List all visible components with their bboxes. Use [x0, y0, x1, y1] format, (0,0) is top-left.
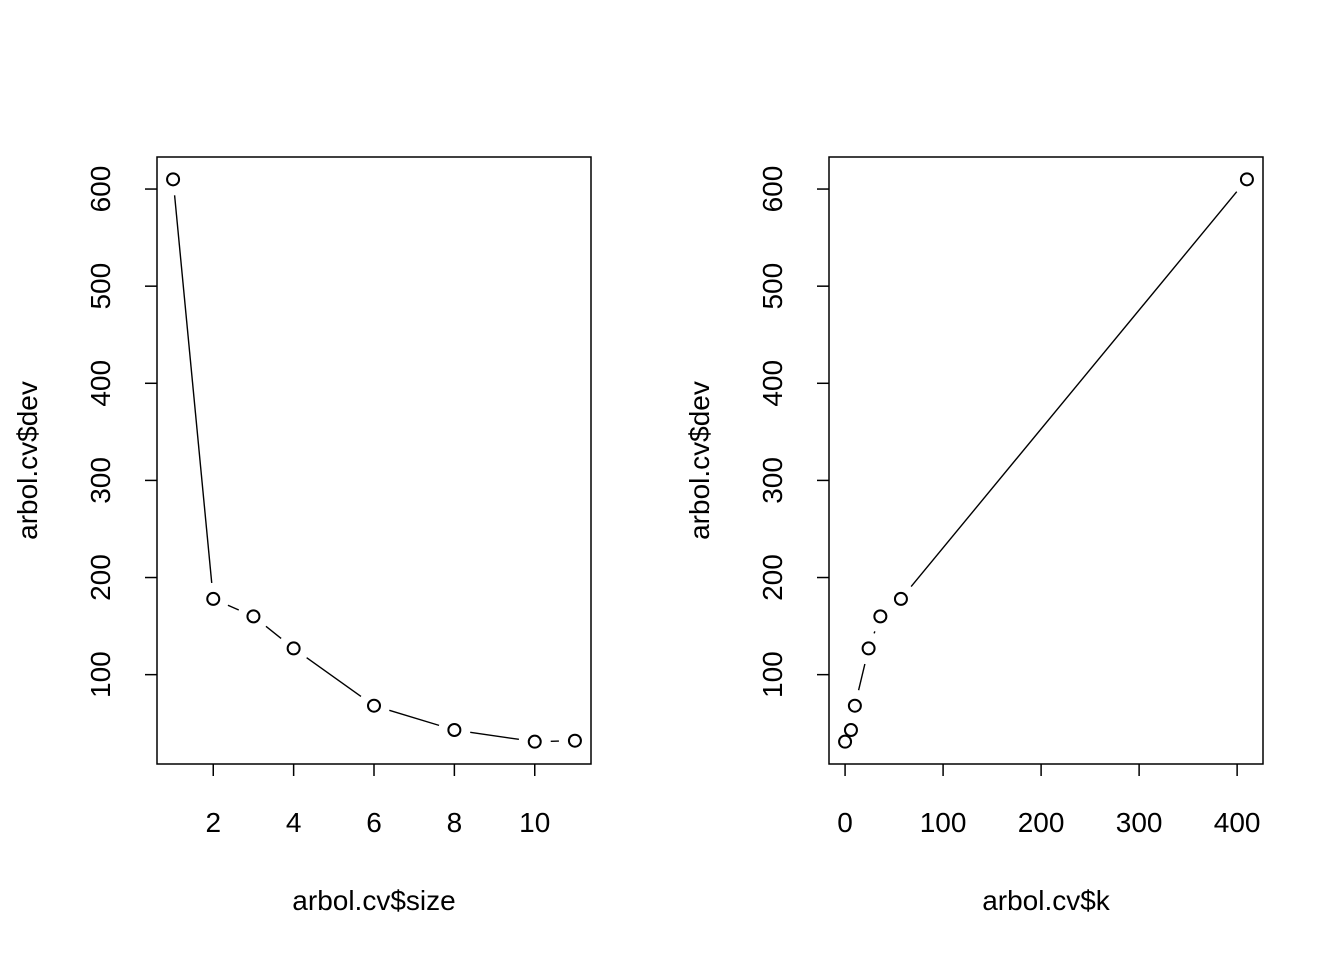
right-y-tick-label: 100 [757, 651, 788, 698]
left-series-segment [470, 731, 520, 741]
right-y-axis-title: arbol.cv$dev [684, 381, 715, 540]
left-data-point [567, 733, 582, 748]
left-x-axis-title: arbol.cv$size [292, 885, 455, 916]
left-data-point [367, 698, 381, 713]
right-x-tick-label: 200 [1018, 807, 1065, 838]
left-y-axis-title: arbol.cv$dev [12, 381, 43, 540]
left-data-point [447, 723, 462, 738]
left-y-tick-label: 400 [85, 360, 116, 407]
left-series-segment [265, 625, 282, 639]
left-y-tick-label: 300 [85, 457, 116, 504]
left-x-tick-label: 10 [519, 807, 550, 838]
right-series-segment [873, 631, 876, 634]
left-data-point [527, 734, 542, 749]
left-series-segment [306, 657, 362, 698]
left-y-tick-label: 500 [85, 263, 116, 310]
right-data-point [893, 591, 908, 606]
right-y-tick-label: 600 [757, 166, 788, 213]
right-x-tick-label: 400 [1214, 807, 1261, 838]
left-data-point [206, 591, 221, 606]
right-y-tick-label: 500 [757, 263, 788, 310]
right-y-tick-label: 400 [757, 360, 788, 407]
right-x-tick-label: 0 [837, 807, 853, 838]
right-x-tick-label: 300 [1116, 807, 1163, 838]
right-x-axis-title: arbol.cv$k [982, 885, 1111, 916]
left-data-point [286, 641, 301, 656]
left-y-tick-label: 200 [85, 554, 116, 601]
left-series-segment [227, 604, 240, 611]
left-x-tick-label: 8 [447, 807, 463, 838]
left-data-point [166, 172, 181, 187]
right-y-tick-label: 300 [757, 457, 788, 504]
right-plot-panel: 0 100 200 300 400 100 200 300 400 500 600 arbol.cv$… [684, 156, 1264, 916]
left-series-segment [389, 709, 440, 727]
left-x-tick-label: 2 [205, 807, 221, 838]
left-x-tick-label: 4 [286, 807, 302, 838]
right-plot-frame [828, 156, 1264, 765]
left-series-segment [173, 195, 213, 584]
left-plot-frame [156, 156, 592, 765]
right-data-point [873, 609, 888, 624]
right-data-point [838, 734, 853, 749]
left-y-tick-label: 600 [85, 166, 116, 213]
right-series-segment [857, 663, 866, 691]
left-x-tick-label: 6 [366, 807, 382, 838]
right-series-segment [910, 191, 1238, 587]
right-data-point [847, 698, 862, 713]
left-plot-panel: 2 4 6 8 10 100 200 300 400 500 600 arbol.cv$size arb… [12, 156, 592, 916]
right-data-point [1239, 172, 1254, 187]
right-x-tick-label: 100 [920, 807, 967, 838]
right-data-point [843, 723, 858, 738]
left-y-tick-label: 100 [85, 651, 116, 698]
right-y-tick-label: 200 [757, 554, 788, 601]
left-data-point [246, 609, 261, 624]
right-data-point [861, 641, 876, 656]
